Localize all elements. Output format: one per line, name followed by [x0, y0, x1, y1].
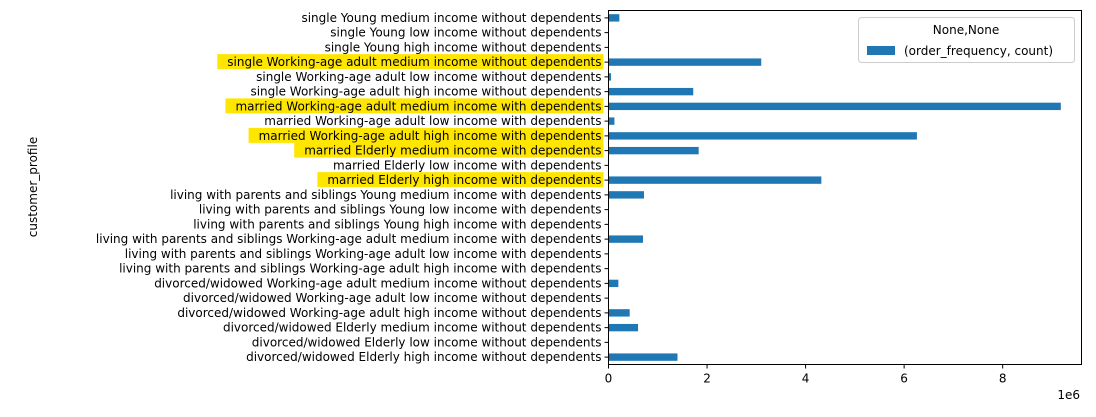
- y-tick-label: single Working-age adult low income with…: [256, 70, 601, 84]
- y-tick-label: married Elderly high income with depende…: [327, 173, 601, 187]
- y-tick-label: single Working-age adult high income wit…: [250, 85, 601, 99]
- y-axis-label: customer_profile: [26, 137, 40, 237]
- legend: None,None (order_frequency, count): [858, 17, 1075, 63]
- x-tick-label: 4: [802, 372, 810, 386]
- y-tick-label: living with parents and siblings Working…: [119, 262, 601, 276]
- bar: [608, 132, 917, 140]
- label-highlights: [217, 54, 604, 188]
- x-tick-label: 0: [605, 372, 613, 386]
- y-tick-label: divorced/widowed Working-age adult high …: [177, 306, 601, 320]
- y-tick-label: single Young medium income without depen…: [301, 11, 601, 25]
- bar: [608, 279, 619, 288]
- bars: [608, 14, 1061, 361]
- bar: [608, 102, 1061, 111]
- bar: [608, 146, 699, 155]
- bar: [608, 58, 762, 66]
- bar: [608, 323, 639, 332]
- label-highlight: [317, 172, 604, 188]
- y-tick-label: single Young high income without depende…: [325, 40, 602, 54]
- x-offset-text: 1e6: [1057, 388, 1080, 402]
- y-tick-label: married Working-age adult medium income …: [235, 99, 601, 113]
- y-tick-label: divorced/widowed Elderly low income with…: [252, 335, 602, 349]
- legend-box: [858, 17, 1075, 63]
- bar: [608, 353, 678, 361]
- y-tick-label: living with parents and siblings Working…: [125, 247, 602, 261]
- x-tick-label: 8: [999, 372, 1007, 386]
- y-tick-label: divorced/widowed Elderly high income wit…: [246, 350, 601, 364]
- x-tick-label: 6: [900, 372, 908, 386]
- y-tick-labels: single Young medium income without depen…: [96, 11, 609, 364]
- bar: [608, 117, 615, 125]
- y-tick-label: divorced/widowed Working-age adult mediu…: [154, 276, 601, 290]
- bar: [608, 87, 694, 96]
- y-tick-label: married Working-age adult low income wit…: [264, 114, 601, 128]
- legend-entry: (order_frequency, count): [904, 44, 1053, 58]
- y-tick-label: single Working-age adult medium income w…: [227, 55, 601, 69]
- y-tick-label: married Working-age adult high income wi…: [259, 129, 602, 143]
- y-tick-label: divorced/widowed Working-age adult low i…: [183, 291, 601, 305]
- y-tick-label: living with parents and siblings Young l…: [199, 203, 602, 217]
- bar: [608, 14, 620, 22]
- x-ticks: 0 2 4 6 8: [605, 364, 1007, 386]
- bar: [608, 191, 644, 199]
- y-tick-label: married Elderly medium income with depen…: [304, 144, 601, 158]
- legend-swatch: [867, 46, 895, 55]
- label-highlight: [217, 54, 604, 70]
- y-tick-label: single Young low income without dependen…: [330, 26, 601, 40]
- bar: [608, 235, 643, 243]
- x-tick-label: 2: [703, 372, 711, 386]
- label-highlight: [294, 142, 604, 158]
- bar: [608, 309, 630, 317]
- y-tick-label: living with parents and siblings Young m…: [170, 188, 601, 202]
- bar: [608, 73, 611, 81]
- bar: [608, 176, 822, 184]
- plot-frame: [608, 10, 1082, 365]
- label-highlight: [225, 98, 604, 114]
- legend-title: None,None: [933, 23, 999, 37]
- y-tick-label: married Elderly low income with dependen…: [333, 158, 601, 172]
- y-tick-label: living with parents and siblings Working…: [96, 232, 602, 246]
- label-highlight: [248, 127, 604, 143]
- y-tick-label: divorced/widowed Elderly medium income w…: [223, 321, 602, 335]
- y-tick-label: living with parents and siblings Young h…: [193, 217, 601, 231]
